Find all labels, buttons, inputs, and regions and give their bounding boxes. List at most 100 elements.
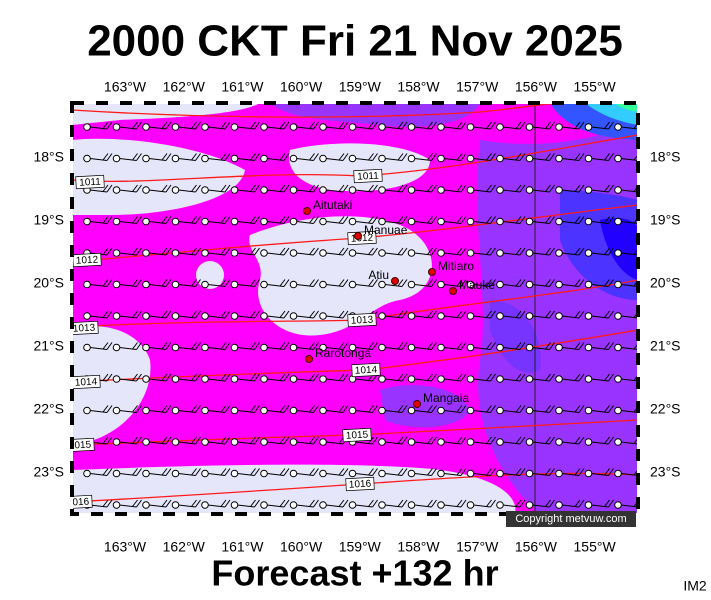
- barb-feather: [165, 342, 172, 350]
- barb-station: [289, 280, 298, 289]
- barb-station: [407, 438, 416, 446]
- barb-staff: [266, 252, 285, 256]
- latitude-label: 23°S: [650, 464, 681, 480]
- barb-feather: [608, 279, 614, 287]
- barb-feather: [456, 373, 463, 381]
- barb-feather: [106, 373, 113, 382]
- barb-station: [525, 123, 534, 131]
- barb-feather: [132, 310, 138, 318]
- barb-station: [171, 375, 180, 383]
- barb-staff: [325, 410, 344, 413]
- barb-feather: [165, 310, 172, 319]
- barb-station: [466, 501, 475, 509]
- barb-station: [142, 375, 150, 383]
- barb-feather: [397, 436, 404, 444]
- barb-staff: [207, 126, 226, 130]
- barb-feather: [161, 216, 168, 224]
- barb-station: [201, 312, 209, 320]
- barb-station: [142, 249, 150, 257]
- barb-staff: [561, 441, 580, 445]
- place-marker: [413, 400, 421, 408]
- barb-feather: [106, 153, 113, 161]
- barb-feather: [578, 184, 585, 193]
- barb-feather: [460, 121, 467, 130]
- barb-station: [348, 123, 357, 131]
- barb-feather: [545, 184, 551, 192]
- barb-feather: [224, 499, 231, 508]
- barb-feather: [132, 436, 138, 444]
- barb-station: [407, 343, 416, 352]
- barb-feather: [486, 468, 492, 476]
- barb-staff: [119, 473, 137, 476]
- barb-feather: [283, 310, 290, 319]
- barb-staff: [473, 284, 491, 287]
- barb-station: [466, 154, 475, 163]
- barb-station: [201, 501, 209, 509]
- barb-station: [407, 312, 416, 320]
- barb-station: [437, 154, 445, 163]
- barb-station: [289, 406, 298, 415]
- barb-feather: [309, 216, 315, 224]
- barb-feather: [431, 405, 437, 413]
- place-name: Manuae: [364, 223, 408, 237]
- barb-staff: [296, 347, 314, 350]
- barb-feather: [250, 279, 256, 287]
- barb-feather: [368, 121, 374, 129]
- barb-staff: [591, 284, 609, 287]
- barb-staff: [266, 158, 285, 161]
- barb-station: [142, 501, 150, 509]
- barb-staff: [266, 189, 285, 193]
- barb-feather: [342, 216, 349, 224]
- place-marker: [303, 207, 311, 215]
- barb-staff: [266, 315, 285, 319]
- barb-feather: [608, 436, 614, 445]
- latitude-label: 22°S: [33, 401, 64, 417]
- barb-feather: [519, 373, 526, 382]
- barb-station: [496, 343, 504, 352]
- barb-feather: [161, 310, 168, 318]
- barb-staff: [89, 126, 108, 130]
- barb-staff: [148, 504, 167, 508]
- barb-staff: [473, 504, 491, 508]
- barb-station: [378, 406, 386, 415]
- barb-staff: [414, 441, 432, 445]
- barb-station: [555, 186, 563, 194]
- barb-staff: [325, 126, 344, 130]
- barb-feather: [161, 436, 168, 444]
- barb-station: [437, 249, 445, 257]
- barb-staff: [119, 189, 137, 193]
- barb-feather: [191, 216, 197, 224]
- barb-feather: [165, 405, 172, 413]
- barb-feather: [136, 121, 142, 130]
- barb-staff: [561, 504, 580, 508]
- barb-station: [260, 249, 268, 257]
- barb-staff: [207, 473, 226, 476]
- barb-feather: [368, 216, 374, 224]
- barb-station: [614, 312, 622, 320]
- barb-staff: [266, 504, 285, 508]
- barb-feather: [342, 342, 349, 350]
- barb-feather: [431, 247, 437, 256]
- barb-station: [525, 501, 534, 509]
- isobar-labels: 1011 101110121012101310131014101410151015…: [72, 168, 383, 510]
- barb-feather: [397, 184, 404, 192]
- barb-feather: [338, 405, 345, 413]
- barb-station: [407, 280, 416, 289]
- barb-feather: [372, 342, 378, 350]
- barb-feather: [427, 184, 433, 192]
- barb-staff: [561, 473, 580, 476]
- barb-feather: [309, 405, 315, 413]
- isobar-label: 1012: [76, 255, 99, 267]
- barb-feather: [519, 499, 526, 508]
- barb-feather: [132, 499, 138, 507]
- barb-feather: [313, 216, 319, 224]
- barb-staff: [620, 473, 638, 476]
- barb-feather: [427, 279, 433, 287]
- barb-station: [230, 406, 239, 415]
- barb-feather: [220, 310, 227, 318]
- place-name: Mitiaro: [438, 259, 474, 273]
- barb-feather: [633, 248, 638, 255]
- barb-staff: [207, 504, 226, 508]
- barb-staff: [502, 315, 521, 319]
- isobar-label: 1011: [79, 177, 101, 189]
